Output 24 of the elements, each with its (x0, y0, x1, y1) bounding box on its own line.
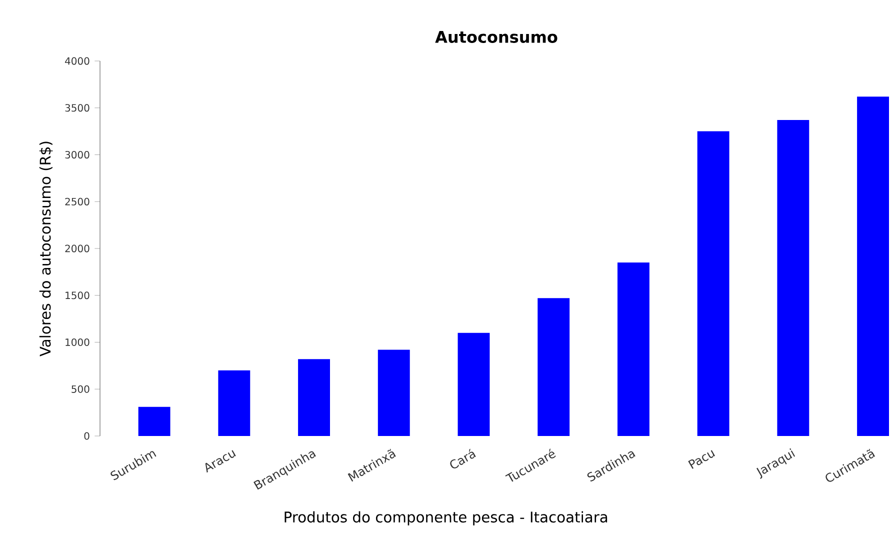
bar (697, 131, 730, 436)
x-tick-label: Cará (450, 448, 476, 468)
y-tick-label: 4000 (64, 57, 90, 65)
x-tick-label: Pacu (688, 450, 716, 469)
y-tick-label: 2500 (65, 198, 90, 206)
y-tick-label: 1000 (66, 338, 90, 346)
y-tick-label: 2000 (65, 244, 90, 252)
bar (378, 350, 410, 436)
chart-title: Autoconsumo (435, 31, 558, 43)
y-tick-label: 3000 (65, 150, 90, 159)
y-tick-label: 1500 (66, 292, 90, 300)
bar (538, 298, 570, 436)
y-tick-label: 500 (72, 385, 90, 393)
y-axis-title: Valores do autoconsumo (R$) (39, 142, 53, 356)
x-axis-title: Produtos do componente pesca - Itacoatiara (284, 511, 608, 526)
bar (777, 120, 810, 436)
bar (617, 262, 650, 436)
y-tick-label: 0 (84, 432, 90, 440)
bar (458, 332, 490, 436)
bar (298, 359, 330, 436)
bar (857, 96, 889, 436)
bar (138, 406, 170, 436)
bar (218, 370, 250, 436)
y-tick-label: 3500 (65, 104, 90, 112)
